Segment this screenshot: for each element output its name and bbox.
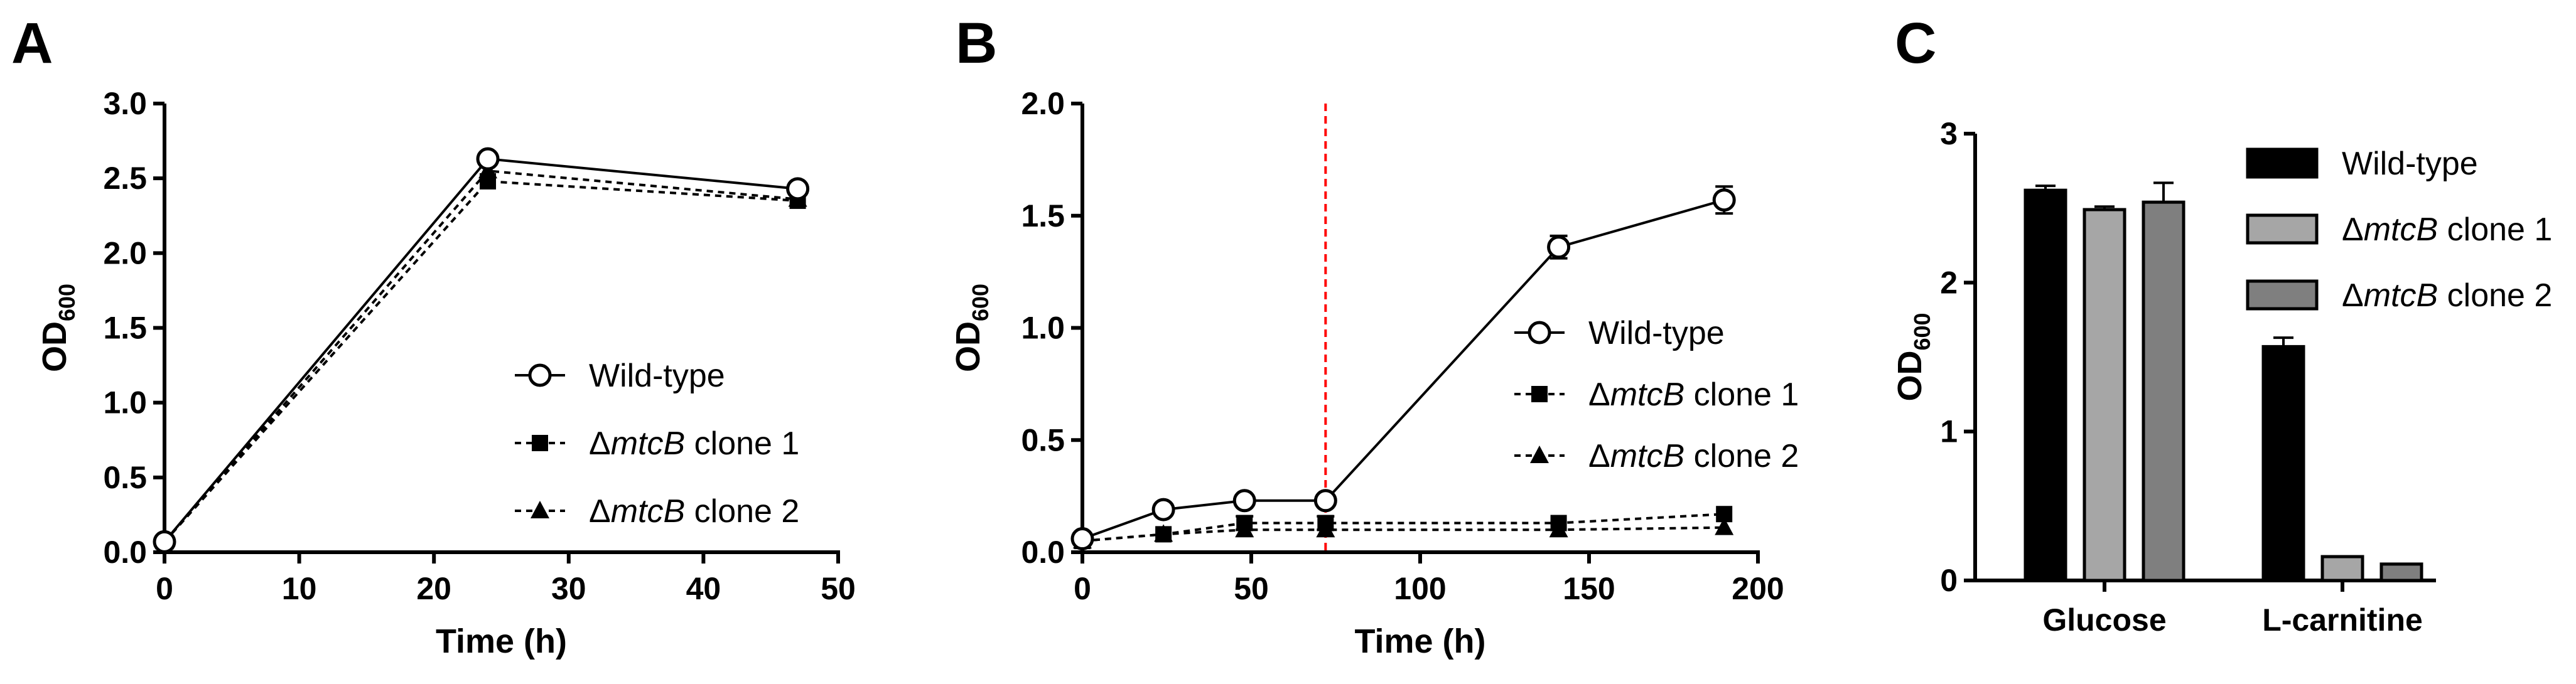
panel-a-plot-area <box>153 147 810 553</box>
panel-c-bar-l-carnitine-series-1 <box>2261 345 2305 582</box>
panel-b-series-3-point <box>1235 520 1254 538</box>
panel-c-y-tick-label: 3 <box>1940 116 1958 151</box>
panel-c-bar-glucose-series-2 <box>2083 208 2126 582</box>
panel-b-series-3-point <box>1316 520 1335 538</box>
panel-b-legend-label: Wild-type <box>1588 315 1725 351</box>
panel-c-y-tick-label: 1 <box>1940 414 1958 449</box>
panel-b-series-3-point <box>1549 520 1568 538</box>
panel-a-legend: Wild-type ΔmtcB clone 1 ΔmtcB clone 2 <box>515 358 799 530</box>
panel-c-bar-glucose-series-3 <box>2142 200 2185 582</box>
panel-c-bar-chart: C 0 1 2 3 OD600 Glucose L-carnitine Wild-type Δmt… <box>1891 11 2552 638</box>
panel-b-series-1-point <box>1547 235 1571 259</box>
panel-b-y-tick-label: 1.5 <box>1021 198 1065 233</box>
panel-b-legend-marker <box>1528 321 1551 345</box>
panel-c-bar-glucose-series-1 <box>2024 188 2067 582</box>
panel-a-y-tick-label: 0.0 <box>103 535 147 570</box>
panel-a-series-1-point <box>786 177 810 201</box>
panel-a-y-tick-label: 3.0 <box>103 86 147 121</box>
panel-a-panel-label: A <box>11 11 53 75</box>
panel-b-series-1-point <box>1151 498 1175 521</box>
panel-a-y-tick-label: 1.5 <box>103 311 147 346</box>
panel-a-y-axis-label: OD600 <box>36 284 80 372</box>
panel-b-series-1-line <box>1082 198 1725 540</box>
panel-c-panel-label: C <box>1895 11 1936 75</box>
panel-a-legend-marker <box>532 435 548 451</box>
panel-a-legend-marker <box>528 363 552 387</box>
panel-c-y-axis-label: OD600 <box>1891 313 1935 401</box>
panel-b-series-3-point <box>1154 524 1173 542</box>
panel-a-y-tick-label: 1.0 <box>103 385 147 420</box>
panel-b-plot-area <box>1070 185 1736 551</box>
panel-b-x-axis-label: Time (h) <box>1354 623 1485 660</box>
panel-b-y-axis-label: OD600 <box>949 284 993 372</box>
panel-c-legend: Wild-type ΔmtcB clone 1 ΔmtcB clone 2 <box>2246 146 2552 314</box>
panel-c-bar-l-carnitine-series-2 <box>2320 555 2364 582</box>
panel-c-legend-label: ΔmtcB clone 1 <box>2342 211 2552 248</box>
panel-a-x-tick-label: 50 <box>821 571 856 606</box>
panel-c-y-tick-label: 2 <box>1940 265 1958 300</box>
panel-c-bars <box>2024 181 2423 582</box>
panel-a-legend-label: ΔmtcB clone 1 <box>589 425 799 462</box>
panel-b-x-tick-label: 50 <box>1234 571 1269 606</box>
panel-b-line-chart: B 0.0 0.5 1.0 1.5 2.0 0 50 100 150 200 Time (h) OD60… <box>949 11 1799 660</box>
panel-a-series-1-line <box>163 158 798 543</box>
panel-a-y-tick-label: 2.0 <box>103 235 147 270</box>
panel-b-y-tick-label: 0.0 <box>1021 535 1065 570</box>
panel-a-y-tick-label: 2.5 <box>103 161 147 196</box>
panel-b-series-1-point <box>1070 527 1094 551</box>
panel-b-panel-label: B <box>956 11 997 75</box>
panel-b-y-tick-label: 1.0 <box>1021 311 1065 346</box>
panel-c-legend-swatch <box>2246 213 2319 245</box>
panel-a-legend-label: ΔmtcB clone 2 <box>589 493 799 530</box>
panel-b-series-2-line <box>1082 513 1725 543</box>
panel-c-category-label: Glucose <box>2042 602 2166 638</box>
panel-a-x-tick-label: 0 <box>156 571 173 606</box>
panel-b-series-3-line <box>1082 526 1725 543</box>
panel-b-legend-marker <box>1531 386 1548 402</box>
panel-c-legend-swatch <box>2246 279 2319 311</box>
panel-a-x-tick-label: 30 <box>551 571 586 606</box>
panel-b-y-tick-label: 0.5 <box>1021 422 1065 457</box>
panel-a-series-2-line <box>163 179 798 543</box>
panel-a-y-tick-label: 0.5 <box>103 460 147 495</box>
panel-b-series-1-point <box>1313 489 1337 513</box>
panel-b-y-tick-label: 2.0 <box>1021 86 1065 121</box>
panel-a-legend-label: Wild-type <box>589 358 725 394</box>
panel-b-x-tick-label: 150 <box>1563 571 1615 606</box>
panel-a-legend-marker <box>531 501 549 518</box>
panel-b-legend-label: ΔmtcB clone 1 <box>1588 377 1799 413</box>
panel-c-legend-label: ΔmtcB clone 2 <box>2342 277 2552 314</box>
panel-b-legend-label: ΔmtcB clone 2 <box>1588 438 1799 474</box>
panel-b-x-tick-label: 0 <box>1074 571 1091 606</box>
panel-b-series-1-point <box>1232 489 1256 513</box>
panel-c-y-tick-label: 0 <box>1940 563 1958 598</box>
panel-a-series-3-line <box>163 169 798 543</box>
panel-b-legend-marker <box>1530 446 1549 463</box>
panel-b-series-1-point <box>1712 188 1736 212</box>
panel-a-x-tick-label: 10 <box>282 571 317 606</box>
panel-c-legend-label: Wild-type <box>2342 146 2478 182</box>
panel-a-series-1-point <box>476 147 500 171</box>
panel-a-series-1-point <box>153 530 176 553</box>
panel-a-x-axis-label: Time (h) <box>436 623 567 660</box>
panel-b-x-tick-label: 200 <box>1732 571 1784 606</box>
panel-b-legend: Wild-type ΔmtcB clone 1 ΔmtcB clone 2 <box>1514 315 1799 474</box>
panel-a-x-tick-label: 40 <box>686 571 721 606</box>
panel-a-line-chart: A 0.0 0.5 1.0 1.5 2.0 2.5 3.0 0 10 20 30 40 50 Time (h… <box>11 11 856 660</box>
panel-b-series-3-point <box>1715 517 1734 535</box>
panel-c-category-label: L-carnitine <box>2262 602 2423 638</box>
panel-c-bar-l-carnitine-series-3 <box>2379 562 2423 582</box>
panel-b-x-tick-label: 100 <box>1394 571 1446 606</box>
panel-a-x-tick-label: 20 <box>416 571 451 606</box>
panel-c-legend-swatch <box>2246 147 2319 179</box>
